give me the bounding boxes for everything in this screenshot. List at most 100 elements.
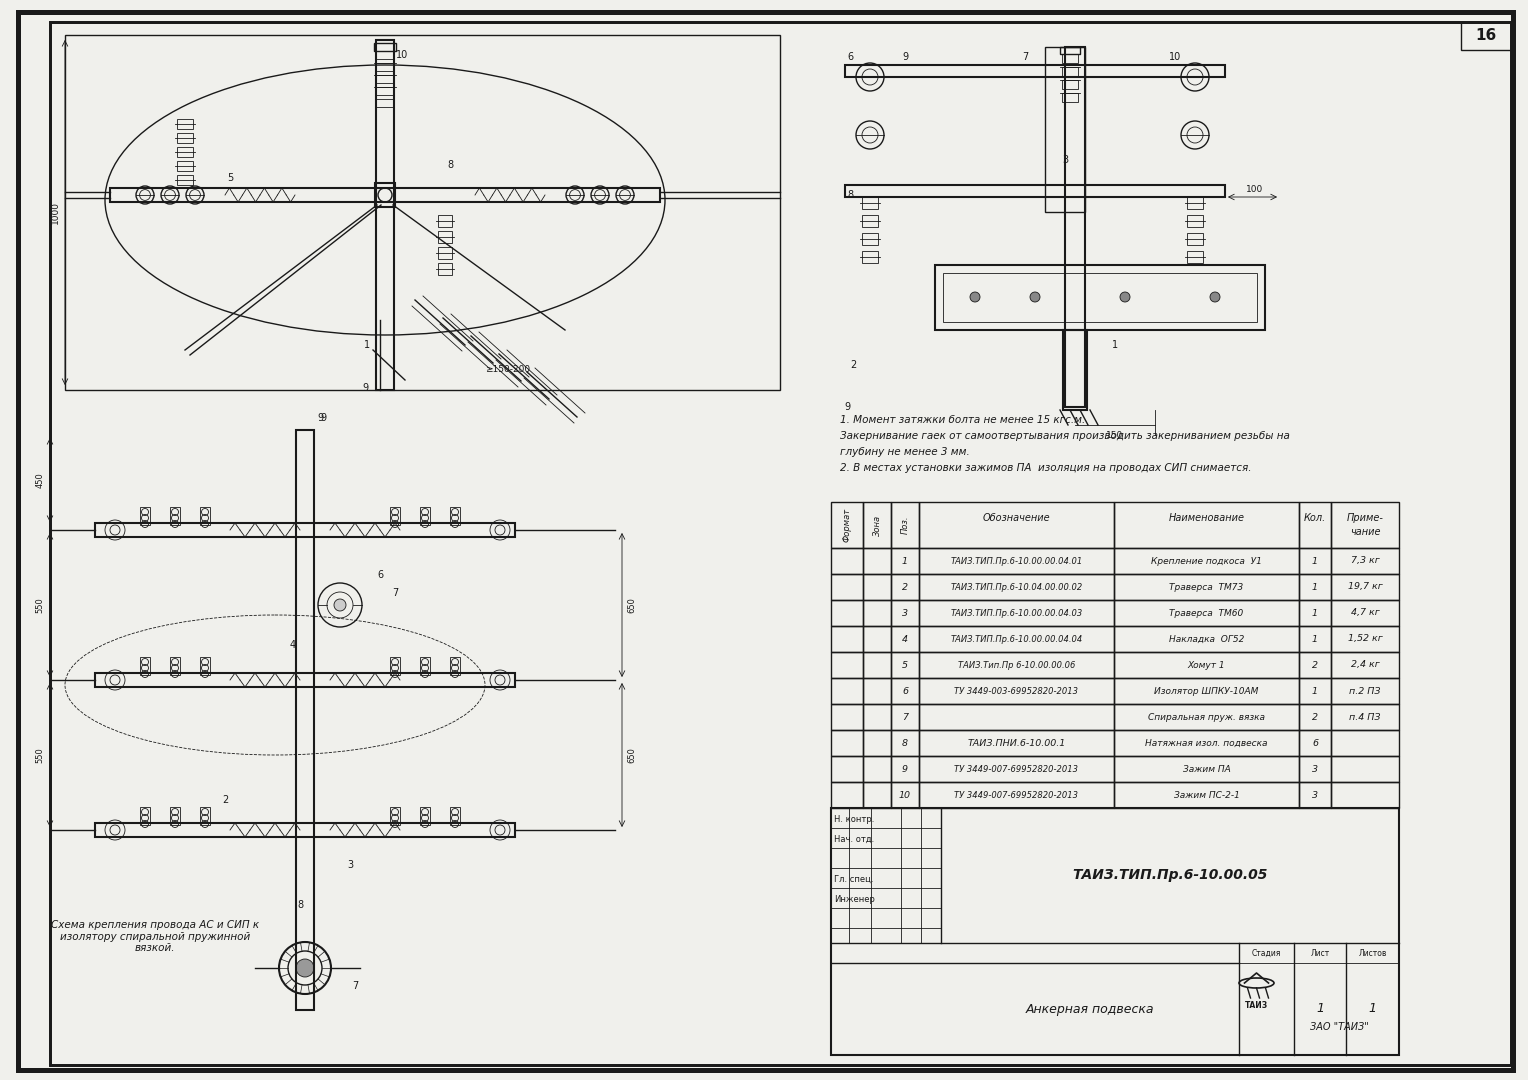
Bar	[891, 652, 918, 678]
Bar	[862, 197, 879, 210]
Bar	[1331, 756, 1400, 782]
Bar	[376, 63, 394, 71]
Circle shape	[335, 599, 345, 611]
Bar	[420, 507, 429, 525]
Bar	[918, 756, 1114, 782]
Bar	[451, 657, 460, 675]
Bar	[862, 251, 879, 264]
Text: ≥150-200: ≥150-200	[484, 365, 530, 375]
Bar	[863, 600, 891, 626]
Text: п.2 ПЗ: п.2 ПЗ	[1349, 687, 1381, 696]
Text: Поз.: Поз.	[900, 516, 909, 535]
Text: Зажим ПС-2-1: Зажим ПС-2-1	[1174, 791, 1239, 799]
Circle shape	[296, 959, 313, 977]
Bar	[943, 273, 1258, 322]
Text: 2: 2	[222, 795, 228, 805]
Bar	[376, 51, 394, 59]
Bar	[439, 231, 452, 243]
Bar	[918, 704, 1114, 730]
Text: Гл. спец.: Гл. спец.	[834, 875, 874, 883]
Bar	[918, 502, 1114, 548]
Bar	[1299, 548, 1331, 573]
Text: Кол.: Кол.	[1303, 513, 1326, 523]
Bar	[863, 573, 891, 600]
Text: 1: 1	[1112, 340, 1118, 350]
Text: Схема крепления провода АС и СИП к
изолятору спиральной пружинной
вязкой.: Схема крепления провода АС и СИП к изоля…	[50, 920, 260, 954]
Text: ТАИЗ.ТИП.Пр.6-10.04.00.00.02: ТАИЗ.ТИП.Пр.6-10.04.00.00.02	[950, 582, 1083, 592]
Text: 9: 9	[902, 765, 908, 773]
Bar	[1299, 652, 1331, 678]
Text: 4: 4	[902, 634, 908, 644]
Bar	[891, 678, 918, 704]
Bar	[1114, 704, 1299, 730]
Bar	[1187, 251, 1203, 264]
Bar	[831, 730, 863, 756]
Text: глубину не менее 3 мм.: глубину не менее 3 мм.	[840, 447, 970, 457]
Text: Зона: Зона	[872, 514, 882, 536]
Bar	[95, 673, 515, 687]
Bar	[863, 730, 891, 756]
Bar	[831, 756, 863, 782]
Bar	[863, 782, 891, 808]
Circle shape	[1030, 292, 1041, 302]
Text: 2. В местах установки зажимов ПА  изоляция на проводах СИП снимается.: 2. В местах установки зажимов ПА изоляци…	[840, 463, 1251, 473]
Bar	[1187, 215, 1203, 227]
Bar	[891, 756, 918, 782]
Text: 4,7 кг: 4,7 кг	[1351, 608, 1380, 618]
Text: 9: 9	[362, 383, 368, 393]
Bar	[862, 233, 879, 245]
Bar	[1114, 678, 1299, 704]
Bar	[1114, 652, 1299, 678]
Bar	[1062, 54, 1077, 63]
Text: Натяжная изол. подвеска: Натяжная изол. подвеска	[1146, 739, 1268, 747]
Bar	[376, 87, 394, 95]
Bar	[390, 807, 400, 825]
Text: ТУ 3449-003-69952820-2013: ТУ 3449-003-69952820-2013	[955, 687, 1079, 696]
Text: Спиральная пруж. вязка: Спиральная пруж. вязка	[1148, 713, 1265, 721]
Bar	[863, 548, 891, 573]
Bar	[935, 265, 1265, 330]
Bar	[891, 782, 918, 808]
Bar	[831, 782, 863, 808]
Bar	[374, 183, 396, 207]
Text: 3: 3	[347, 860, 353, 870]
Text: Формат: Формат	[842, 508, 851, 542]
Bar	[1114, 573, 1299, 600]
Bar	[1114, 502, 1299, 548]
Bar	[831, 600, 863, 626]
Text: 5: 5	[226, 173, 234, 183]
Bar	[1065, 48, 1085, 407]
Bar	[420, 807, 429, 825]
Text: 1: 1	[1313, 608, 1319, 618]
Bar	[1331, 730, 1400, 756]
Text: 8: 8	[847, 190, 853, 200]
Bar	[390, 507, 400, 525]
Text: Крепление подкоса  У1: Крепление подкоса У1	[1151, 556, 1262, 566]
Bar	[1331, 782, 1400, 808]
Text: ТАИЗ.ТИП.Пр.6-10.00.00.04.01: ТАИЗ.ТИП.Пр.6-10.00.00.04.01	[950, 556, 1083, 566]
Bar	[1062, 93, 1077, 102]
Bar	[918, 626, 1114, 652]
Bar	[376, 40, 394, 390]
Bar	[170, 657, 180, 675]
Bar	[845, 65, 1225, 77]
Bar	[863, 678, 891, 704]
Text: 1: 1	[1313, 556, 1319, 566]
Bar	[451, 807, 460, 825]
Bar	[177, 147, 193, 157]
Text: ЗАО "ТАИЗ": ЗАО "ТАИЗ"	[1309, 1022, 1369, 1032]
Bar	[1299, 782, 1331, 808]
Text: 100: 100	[1247, 186, 1264, 194]
Bar	[863, 502, 891, 548]
Bar	[170, 507, 180, 525]
Text: 3: 3	[1313, 791, 1319, 799]
Bar	[374, 43, 396, 51]
Bar	[141, 507, 150, 525]
Bar	[831, 652, 863, 678]
Bar	[1063, 330, 1086, 410]
Bar	[863, 652, 891, 678]
Bar	[439, 264, 452, 275]
Text: ТАИЗ: ТАИЗ	[1245, 1001, 1268, 1011]
Bar	[1299, 678, 1331, 704]
Bar	[1331, 502, 1400, 548]
